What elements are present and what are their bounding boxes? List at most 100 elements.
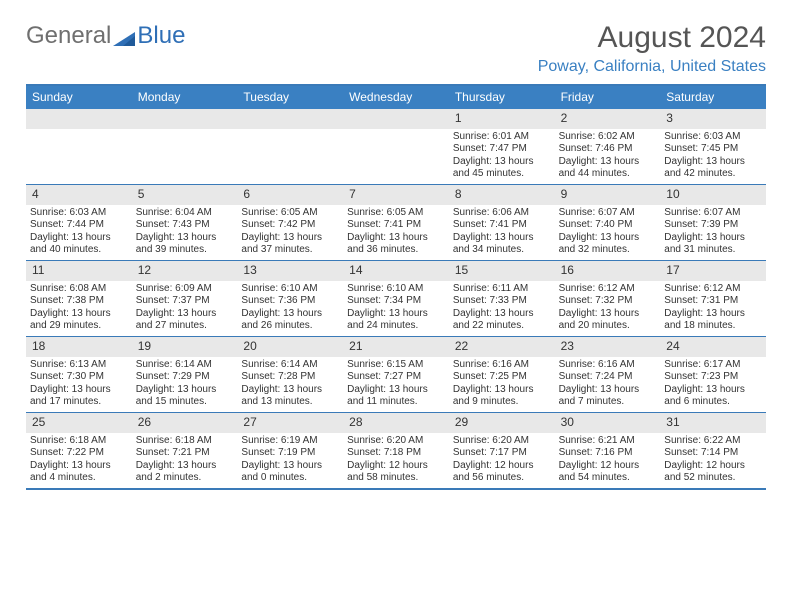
sunset-text: Sunset: 7:40 PM: [559, 219, 657, 232]
day-number: 20: [237, 337, 343, 357]
brand-general: General: [26, 22, 111, 50]
daylight-text: Daylight: 13 hours and 42 minutes.: [664, 156, 762, 181]
daylight-text: Daylight: 13 hours and 4 minutes.: [30, 460, 128, 485]
day-cell: 3Sunrise: 6:03 AMSunset: 7:45 PMDaylight…: [660, 109, 766, 184]
sunrise-text: Sunrise: 6:16 AM: [559, 359, 657, 372]
header: General Blue August 2024 Poway, Californ…: [26, 22, 766, 76]
sunset-text: Sunset: 7:14 PM: [664, 447, 762, 460]
day-number: 25: [26, 413, 132, 433]
day-number: 22: [449, 337, 555, 357]
sunrise-text: Sunrise: 6:18 AM: [136, 435, 234, 448]
daylight-text: Daylight: 13 hours and 9 minutes.: [453, 384, 551, 409]
sunrise-text: Sunrise: 6:13 AM: [30, 359, 128, 372]
daylight-text: Daylight: 13 hours and 7 minutes.: [559, 384, 657, 409]
sunset-text: Sunset: 7:38 PM: [30, 295, 128, 308]
day-number: 21: [343, 337, 449, 357]
sunset-text: Sunset: 7:17 PM: [453, 447, 551, 460]
sunset-text: Sunset: 7:46 PM: [559, 143, 657, 156]
day-cell: 6Sunrise: 6:05 AMSunset: 7:42 PMDaylight…: [237, 185, 343, 260]
daylight-text: Daylight: 13 hours and 13 minutes.: [241, 384, 339, 409]
sunrise-text: Sunrise: 6:11 AM: [453, 283, 551, 296]
day-cell: 11Sunrise: 6:08 AMSunset: 7:38 PMDayligh…: [26, 261, 132, 336]
day-number: 6: [237, 185, 343, 205]
daylight-text: Daylight: 13 hours and 44 minutes.: [559, 156, 657, 181]
weekday-header: Thursday: [449, 86, 555, 109]
sunset-text: Sunset: 7:16 PM: [559, 447, 657, 460]
daylight-text: Daylight: 12 hours and 54 minutes.: [559, 460, 657, 485]
day-number: 18: [26, 337, 132, 357]
week-row: 11Sunrise: 6:08 AMSunset: 7:38 PMDayligh…: [26, 260, 766, 336]
day-number: 14: [343, 261, 449, 281]
day-cell: [132, 109, 238, 184]
sunrise-text: Sunrise: 6:10 AM: [241, 283, 339, 296]
day-cell: 2Sunrise: 6:02 AMSunset: 7:46 PMDaylight…: [555, 109, 661, 184]
day-number: [132, 109, 238, 129]
weekday-header: Friday: [555, 86, 661, 109]
sunset-text: Sunset: 7:25 PM: [453, 371, 551, 384]
daylight-text: Daylight: 12 hours and 56 minutes.: [453, 460, 551, 485]
sunrise-text: Sunrise: 6:05 AM: [241, 207, 339, 220]
day-cell: 31Sunrise: 6:22 AMSunset: 7:14 PMDayligh…: [660, 413, 766, 488]
day-number: 12: [132, 261, 238, 281]
day-number: 4: [26, 185, 132, 205]
daylight-text: Daylight: 13 hours and 34 minutes.: [453, 232, 551, 257]
daylight-text: Daylight: 13 hours and 39 minutes.: [136, 232, 234, 257]
day-cell: 29Sunrise: 6:20 AMSunset: 7:17 PMDayligh…: [449, 413, 555, 488]
sunrise-text: Sunrise: 6:07 AM: [664, 207, 762, 220]
sunrise-text: Sunrise: 6:12 AM: [559, 283, 657, 296]
week-row: 4Sunrise: 6:03 AMSunset: 7:44 PMDaylight…: [26, 184, 766, 260]
day-number: [26, 109, 132, 129]
sunrise-text: Sunrise: 6:19 AM: [241, 435, 339, 448]
day-number: 2: [555, 109, 661, 129]
weekday-header: Sunday: [26, 86, 132, 109]
week-row: 1Sunrise: 6:01 AMSunset: 7:47 PMDaylight…: [26, 109, 766, 184]
sunrise-text: Sunrise: 6:21 AM: [559, 435, 657, 448]
daylight-text: Daylight: 13 hours and 36 minutes.: [347, 232, 445, 257]
sunset-text: Sunset: 7:37 PM: [136, 295, 234, 308]
day-number: 23: [555, 337, 661, 357]
weekday-header: Wednesday: [343, 86, 449, 109]
sunrise-text: Sunrise: 6:04 AM: [136, 207, 234, 220]
daylight-text: Daylight: 13 hours and 18 minutes.: [664, 308, 762, 333]
sunset-text: Sunset: 7:22 PM: [30, 447, 128, 460]
daylight-text: Daylight: 13 hours and 0 minutes.: [241, 460, 339, 485]
day-cell: [343, 109, 449, 184]
day-number: 28: [343, 413, 449, 433]
day-cell: 7Sunrise: 6:05 AMSunset: 7:41 PMDaylight…: [343, 185, 449, 260]
sunset-text: Sunset: 7:32 PM: [559, 295, 657, 308]
weekday-header: Monday: [132, 86, 238, 109]
weekday-header-row: Sunday Monday Tuesday Wednesday Thursday…: [26, 86, 766, 109]
calendar-grid: Sunday Monday Tuesday Wednesday Thursday…: [26, 84, 766, 490]
day-number: 27: [237, 413, 343, 433]
daylight-text: Daylight: 13 hours and 32 minutes.: [559, 232, 657, 257]
day-cell: 18Sunrise: 6:13 AMSunset: 7:30 PMDayligh…: [26, 337, 132, 412]
sunrise-text: Sunrise: 6:20 AM: [347, 435, 445, 448]
sunrise-text: Sunrise: 6:14 AM: [136, 359, 234, 372]
day-cell: 4Sunrise: 6:03 AMSunset: 7:44 PMDaylight…: [26, 185, 132, 260]
daylight-text: Daylight: 13 hours and 37 minutes.: [241, 232, 339, 257]
daylight-text: Daylight: 13 hours and 45 minutes.: [453, 156, 551, 181]
day-cell: 5Sunrise: 6:04 AMSunset: 7:43 PMDaylight…: [132, 185, 238, 260]
calendar-page: General Blue August 2024 Poway, Californ…: [0, 0, 792, 508]
week-row: 18Sunrise: 6:13 AMSunset: 7:30 PMDayligh…: [26, 336, 766, 412]
week-row: 25Sunrise: 6:18 AMSunset: 7:22 PMDayligh…: [26, 412, 766, 488]
sunrise-text: Sunrise: 6:07 AM: [559, 207, 657, 220]
sunrise-text: Sunrise: 6:18 AM: [30, 435, 128, 448]
sunset-text: Sunset: 7:18 PM: [347, 447, 445, 460]
sunset-text: Sunset: 7:29 PM: [136, 371, 234, 384]
daylight-text: Daylight: 13 hours and 27 minutes.: [136, 308, 234, 333]
sunrise-text: Sunrise: 6:16 AM: [453, 359, 551, 372]
sunrise-text: Sunrise: 6:03 AM: [664, 131, 762, 144]
day-number: 9: [555, 185, 661, 205]
day-number: 8: [449, 185, 555, 205]
sunset-text: Sunset: 7:34 PM: [347, 295, 445, 308]
day-number: 3: [660, 109, 766, 129]
day-cell: 8Sunrise: 6:06 AMSunset: 7:41 PMDaylight…: [449, 185, 555, 260]
day-cell: 28Sunrise: 6:20 AMSunset: 7:18 PMDayligh…: [343, 413, 449, 488]
sunset-text: Sunset: 7:47 PM: [453, 143, 551, 156]
day-number: 13: [237, 261, 343, 281]
daylight-text: Daylight: 12 hours and 52 minutes.: [664, 460, 762, 485]
daylight-text: Daylight: 13 hours and 2 minutes.: [136, 460, 234, 485]
day-number: 10: [660, 185, 766, 205]
daylight-text: Daylight: 13 hours and 40 minutes.: [30, 232, 128, 257]
